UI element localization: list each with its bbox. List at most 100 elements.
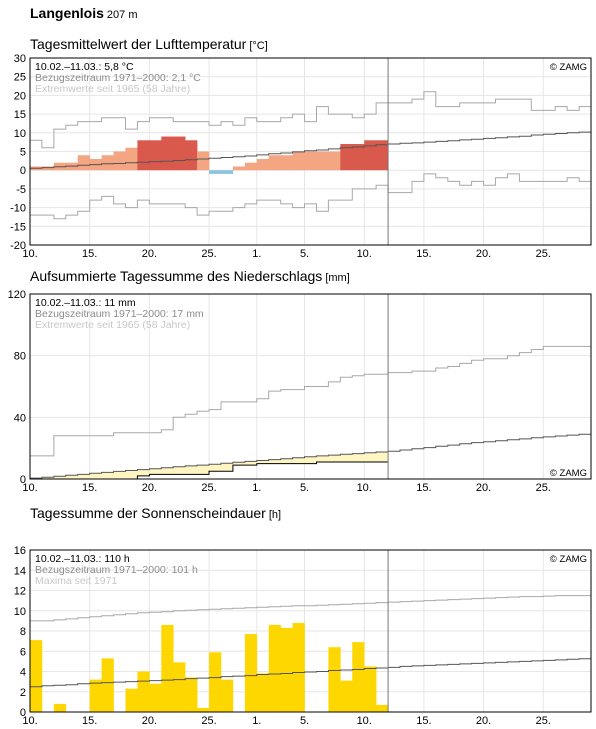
temperature-legend-text: Bezugszeitraum 1971–2000: 2,1 °C [35,72,201,84]
sunshine-ytick-label: 16 [14,545,26,557]
temperature-bar [113,151,126,171]
temperature-ytick-label: 30 [14,53,26,65]
precipitation-deficit-area [220,463,234,472]
precipitation-chart: 0 40 80 120 10. 15. 20. 25. 1. 5. 10. 15. 20. 25. 10.0… [8,289,592,494]
precipitation-ytick-label: 0 [20,474,26,486]
precipitation-plot-frame [29,293,592,480]
precipitation-deficit-area [197,465,210,475]
temperature-bar [137,140,150,171]
precipitation-xtick-label: 10. [357,482,372,494]
temperature-bar [41,166,55,171]
precipitation-xtick-label: 20. [142,482,157,494]
sunshine-ytick-label: 14 [14,565,26,577]
station-name: Langenlois [30,5,104,21]
precipitation-deficit-area [292,457,305,464]
temperature-plot-frame [29,57,592,246]
temperature-extreme-max-line [30,91,591,149]
precipitation-legend-text: 10.02.–11.03.: 11 mm [35,297,136,309]
precipitation-deficit-area [125,470,138,479]
sunshine-bar [161,624,174,712]
sunshine-unit: [h] [268,509,282,521]
sunshine-extreme-max-line [30,595,591,622]
temperature-xtick-label: 15. [416,248,431,260]
precipitation-deficit-area [161,467,174,475]
precipitation-deficit-area [244,461,258,466]
temperature-ytick-label: 25 [14,72,26,84]
sunshine-xtick-label: 5. [300,715,309,727]
temperature-ytick-label: -20 [10,240,26,252]
sunshine-bar [197,707,210,712]
precipitation-watermark: © ZAMG [550,468,587,479]
sunshine-legend-text: Bezugszeitraum 1971–2000: 101 h [35,564,198,576]
precipitation-legend-text: Extremwerte seit 1965 (58 Jahre) [35,319,190,331]
temperature-bar [77,155,90,171]
sunshine-bar [89,679,102,712]
sunshine-title: Tagessumme der Sonnenscheindauer [h] [30,505,281,521]
precipitation-deficit-area [328,455,341,463]
temperature-normal-line [30,131,591,169]
temperature-xtick-label: 15. [82,248,97,260]
station-elevation: 207 m [106,9,138,21]
temperature-xtick-label: 20. [142,248,157,260]
sunshine-bar [220,679,234,712]
sunshine-plot-frame [29,549,592,713]
sunshine-ytick-label: 0 [20,707,26,719]
temperature-xtick-label: 25. [536,248,551,260]
sunshine-bar [352,642,365,712]
sunshine-ytick-label: 4 [20,667,26,679]
temperature-bar [101,155,114,171]
temperature-legend-text: 10.02.–11.03.: 5,8 °C [35,61,134,73]
sunshine-xtick-label: 25. [201,715,216,727]
precipitation-title: Aufsummierte Tagessumme des Niederschlag… [30,268,350,284]
precipitation-ytick-label: 40 [14,412,26,424]
temperature-bar [209,170,222,174]
precipitation-deficit-area [280,458,293,464]
precipitation-unit: [mm] [325,272,350,284]
temperature-bar [256,158,270,171]
temperature-ytick-label: -10 [10,203,26,215]
sunshine-xtick-label: 25. [536,715,551,727]
precipitation-deficit-area [173,466,186,475]
temperature-bar [340,144,353,171]
temperature-bar [173,136,186,171]
precipitation-deficit-area [41,477,55,479]
sunshine-ytick-label: 8 [20,626,26,638]
precipitation-xtick-label: 25. [201,482,216,494]
sunshine-watermark: © ZAMG [550,554,587,565]
sunshine-title-text: Tagessumme der Sonnenscheindauer [30,505,266,521]
sunshine-normal-line [30,658,591,688]
precipitation-deficit-area [77,474,90,479]
sunshine-bar [125,688,138,712]
temperature-bar [149,140,162,171]
temperature-xtick-label: 20. [476,248,491,260]
precipitation-xtick-label: 25. [536,482,551,494]
precipitation-deficit-area [137,469,150,476]
temperature-ytick-label: 15 [14,109,26,121]
temperature-xtick-label: 5. [300,248,309,260]
precipitation-xtick-label: 10. [22,482,37,494]
precipitation-legend-text: Bezugszeitraum 1971–2000: 17 mm [35,308,204,320]
temperature-bar [292,151,305,171]
sunshine-ytick-label: 12 [14,586,26,598]
sunshine-bar [256,673,270,712]
station-header: Langenlois 207 m [30,5,137,21]
sunshine-bar [149,683,162,712]
precipitation-deficit-area [232,462,246,466]
temperature-title-text: Tagesmittelwert der Lufttemperatur [30,36,247,52]
temperature-chart: -20 -15 -10 -5 0 5 10 15 20 25 30 10. 15. 20. 25. 1. 5. 1… [10,53,592,260]
sunshine-bar [209,652,222,712]
sunshine-legend-text: 10.02.–11.03.: 110 h [35,553,130,565]
precipitation-deficit-area [304,456,317,464]
temperature-bar [280,155,293,171]
temperature-bar [197,151,210,171]
precipitation-deficit-area [376,452,389,463]
temperature-legend-text: Extremwerte seit 1965 (58 Jahre) [35,83,190,95]
temperature-bar [232,166,246,171]
sunshine-bar [53,703,67,712]
sunshine-bar [340,680,353,712]
sunshine-xtick-label: 1. [252,715,261,727]
precipitation-normal-line [30,433,591,479]
precipitation-xtick-label: 15. [82,482,97,494]
temperature-unit: [°C] [249,40,268,52]
precipitation-title-text: Aufsummierte Tagessumme des Niederschlag… [30,268,323,284]
